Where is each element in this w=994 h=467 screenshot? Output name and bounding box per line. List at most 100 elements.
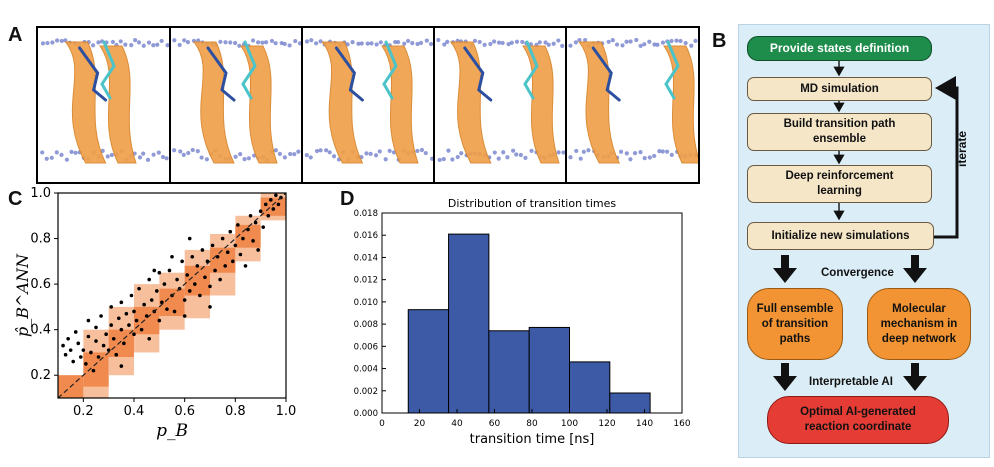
ligand-chain-dark <box>591 46 621 102</box>
data-point <box>73 330 78 334</box>
lipid-bead <box>318 148 323 153</box>
lipid-bead <box>477 39 482 45</box>
lipid-bead <box>638 149 643 155</box>
error-band-inner <box>210 247 236 273</box>
data-point <box>193 282 197 286</box>
lipid-bead <box>573 40 578 45</box>
y-tick-label: 0.8 <box>30 232 51 247</box>
lipid-bead <box>459 151 464 156</box>
data-point <box>274 193 278 198</box>
data-point <box>86 318 91 323</box>
data-point <box>223 264 227 268</box>
iterate-loop-arrow <box>934 76 959 239</box>
scatter-chart: 0.2 0.4 0.6 0.8 1.0 0.2 0.4 0.6 0.8 1.0 p_B p̂_B^AN… <box>13 186 296 441</box>
lipid-bead <box>233 40 238 46</box>
lipid-bead <box>606 39 611 44</box>
y-tick-label: 0.6 <box>30 277 51 292</box>
data-point <box>263 202 268 207</box>
error-band-inner <box>260 197 286 216</box>
lipid-bead <box>44 156 49 161</box>
lipid-bead <box>632 151 638 156</box>
lipid-bead <box>110 39 116 45</box>
protein-helix-left <box>192 41 235 164</box>
data-point <box>132 309 136 314</box>
lipid-bead <box>551 41 556 46</box>
data-point <box>187 289 192 293</box>
outcome-full-ensemble: Full ensemble of transition paths <box>747 288 843 360</box>
step-deep-rl-line1: Deep reinforcement <box>785 170 894 182</box>
y-tick-label: 0.014 <box>354 253 378 263</box>
lipid-bead <box>406 38 411 44</box>
lipid-bead <box>578 156 583 161</box>
lipid-bead <box>523 155 528 160</box>
data-point <box>276 202 281 207</box>
data-point <box>94 325 98 330</box>
panel-label-c: C <box>8 188 23 210</box>
lipid-bead <box>415 41 420 47</box>
lipid-bead <box>49 155 54 160</box>
lipid-bead <box>146 40 152 45</box>
lipid-bead <box>577 37 582 43</box>
lipid-bead <box>450 157 455 162</box>
lipid-bead <box>505 155 510 160</box>
lipid-bead <box>556 150 561 155</box>
data-point <box>117 316 121 321</box>
lipid-bead <box>246 156 251 161</box>
lipid-bead <box>151 152 156 157</box>
lipid-bead <box>172 38 177 43</box>
data-point <box>238 252 243 257</box>
x-tick-label: 0.2 <box>73 404 94 419</box>
data-point <box>203 275 207 280</box>
data-point <box>215 254 220 259</box>
convergence-label: Convergence <box>821 267 894 279</box>
x-tick-label: 60 <box>489 419 501 429</box>
lipid-bead <box>652 153 657 159</box>
lipid-bead <box>488 41 493 47</box>
data-point <box>89 350 93 355</box>
lipid-bead <box>583 37 588 43</box>
ligand-chain-cyan <box>523 40 539 100</box>
x-axis-label: p_B <box>156 421 188 441</box>
lipid-bead <box>327 150 332 155</box>
lipid-bead <box>410 41 415 46</box>
lipid-bead <box>356 41 361 46</box>
lipid-bead <box>377 149 382 154</box>
data-point <box>172 309 177 314</box>
lipid-bead <box>436 37 441 43</box>
lipid-bead <box>172 148 177 153</box>
data-point <box>251 239 255 243</box>
lipid-bead <box>181 152 186 157</box>
lipid-bead <box>560 43 565 48</box>
data-point <box>114 352 119 357</box>
lipid-bead <box>277 151 282 156</box>
lipid-bead <box>233 154 238 159</box>
data-point <box>175 277 179 282</box>
ligand-chain-dark <box>206 46 236 102</box>
y-tick-label: 0.018 <box>354 209 378 219</box>
lipid-bead <box>269 38 275 44</box>
data-point <box>157 270 162 275</box>
data-point <box>119 300 124 305</box>
data-point <box>266 213 271 218</box>
panel-label-b: B <box>712 30 727 52</box>
data-point <box>122 341 126 346</box>
lipid-bead <box>118 39 123 44</box>
lipid-bead <box>424 38 429 43</box>
data-point <box>129 293 134 298</box>
y-tick-label: 1.0 <box>30 186 51 201</box>
ligand-chain-dark <box>334 46 364 102</box>
lipid-bead <box>472 38 478 43</box>
data-point <box>180 259 184 264</box>
outcome-molecular-line3: deep network <box>881 332 957 345</box>
lipid-bead <box>537 40 542 45</box>
data-point <box>71 359 75 364</box>
lipid-bead <box>415 148 420 154</box>
step-deep-rl-line2: learning <box>817 185 862 197</box>
final-reaction-coordinate: Optimal AI-generated reaction coordinate <box>767 396 949 444</box>
data-point <box>165 307 169 311</box>
data-point <box>137 286 141 291</box>
step-initialize: Initialize new simulations <box>747 222 934 250</box>
lipid-bead <box>331 154 337 159</box>
data-point <box>220 236 225 241</box>
flow-arrows <box>773 61 959 391</box>
